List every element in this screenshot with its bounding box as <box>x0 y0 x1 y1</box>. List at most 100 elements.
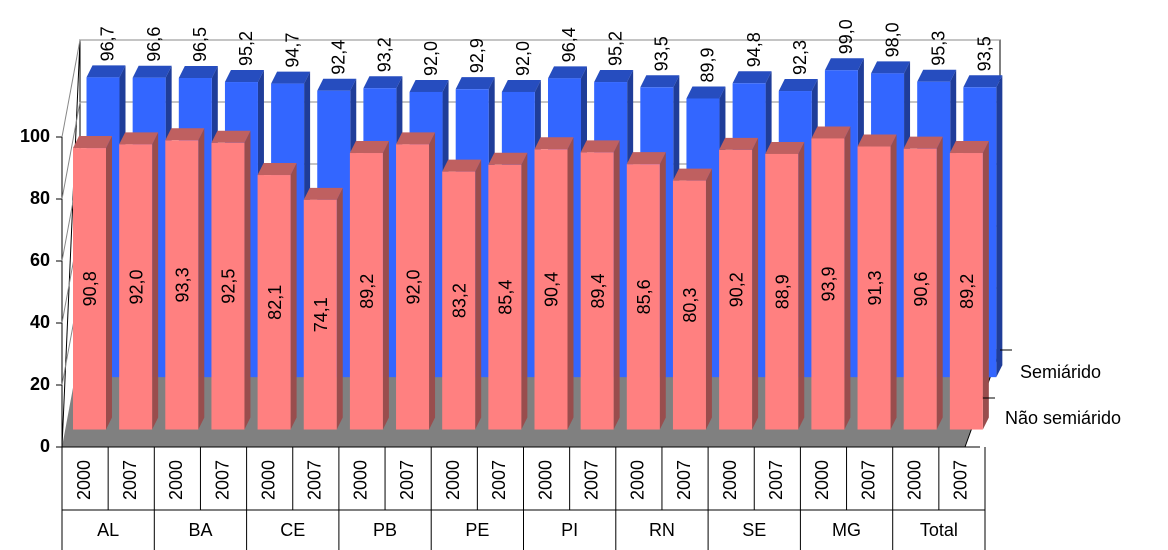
bar-top <box>732 71 772 84</box>
bar-side <box>613 140 620 430</box>
bar <box>903 148 937 430</box>
bar <box>349 153 383 430</box>
value-label: 93,9 <box>819 266 839 301</box>
value-label: 95,2 <box>236 31 256 66</box>
value-label: 94,8 <box>744 32 764 67</box>
bar-top <box>719 137 759 150</box>
value-label: 82,1 <box>265 285 285 320</box>
value-label: 93,2 <box>375 37 395 72</box>
bar-top <box>73 136 112 149</box>
value-label: 92,9 <box>467 38 487 73</box>
bar <box>719 149 753 430</box>
bar-top <box>626 152 666 165</box>
bar-top <box>963 75 1003 88</box>
bar-side <box>429 132 436 430</box>
bar-top <box>211 130 251 143</box>
bar <box>534 149 568 430</box>
bar-top <box>363 76 403 89</box>
value-label: 90,6 <box>911 272 931 307</box>
x-tick-label: 2007 <box>858 460 878 500</box>
x-tick-label: 2000 <box>535 460 555 500</box>
value-label: 92,0 <box>513 41 533 76</box>
bar-top <box>594 70 634 83</box>
group-label: AL <box>97 520 119 540</box>
group-label: PI <box>561 520 578 540</box>
bar-top <box>224 70 264 83</box>
bar-side <box>475 159 482 430</box>
bar-top <box>132 65 172 78</box>
group-label: RN <box>649 520 675 540</box>
x-tick-label: 2000 <box>628 460 648 500</box>
bar-top <box>349 141 389 154</box>
bar-side <box>106 136 112 430</box>
y-tick-label: 80 <box>30 188 50 208</box>
bar-top <box>409 79 449 92</box>
x-tick-label: 2000 <box>905 460 925 500</box>
y-tick-label: 40 <box>30 312 50 332</box>
bar-top <box>534 137 574 150</box>
value-label: 93,3 <box>173 267 193 302</box>
bar-top <box>488 152 528 165</box>
bar <box>580 152 614 430</box>
bar-side <box>752 137 759 430</box>
bar-top <box>811 126 851 139</box>
bar-side <box>936 136 943 430</box>
bar <box>488 164 522 430</box>
x-tick-label: 2007 <box>305 460 325 500</box>
value-label: 94,7 <box>282 33 302 68</box>
value-label: 92,5 <box>219 269 239 304</box>
bar <box>73 148 106 430</box>
bar-side <box>336 187 343 430</box>
bar-side <box>567 137 574 430</box>
legend-label: Semiárido <box>1020 362 1101 382</box>
bar-top <box>686 86 726 99</box>
value-label: 99,0 <box>836 19 856 54</box>
x-tick-label: 2000 <box>74 460 94 500</box>
bar-side <box>705 168 712 430</box>
value-label: 96,5 <box>190 27 210 62</box>
y-tick-label: 0 <box>40 436 50 456</box>
grid-line <box>61 101 81 200</box>
bar-side <box>659 152 666 430</box>
value-label: 90,4 <box>542 272 562 307</box>
bar <box>672 180 706 430</box>
bar-side <box>382 141 389 430</box>
bar-top <box>165 128 205 141</box>
x-tick-label: 2000 <box>258 460 278 500</box>
group-label: BA <box>188 520 212 540</box>
bar <box>165 140 199 430</box>
grid-line <box>61 39 81 138</box>
value-label: 98,0 <box>882 22 902 57</box>
bar-top <box>396 132 436 145</box>
bar-side <box>890 134 897 430</box>
y-tick-label: 100 <box>20 126 50 146</box>
bar <box>765 153 799 430</box>
value-label: 90,8 <box>80 271 100 306</box>
value-label: 85,6 <box>634 279 654 314</box>
bar-top <box>949 141 989 154</box>
x-tick-label: 2007 <box>120 460 140 500</box>
group-label: CE <box>280 520 305 540</box>
value-label: 90,2 <box>726 272 746 307</box>
bar <box>442 171 476 430</box>
value-label: 92,0 <box>126 269 146 304</box>
value-label: 89,2 <box>357 274 377 309</box>
value-label: 92,3 <box>790 40 810 75</box>
bar <box>257 175 291 430</box>
bar-side <box>844 126 851 430</box>
group-label: SE <box>742 520 766 540</box>
value-label: 85,4 <box>496 280 516 315</box>
x-tick-label: 2007 <box>581 460 601 500</box>
value-label: 95,2 <box>605 31 625 66</box>
value-label: 96,7 <box>98 26 118 61</box>
value-label: 88,9 <box>773 274 793 309</box>
bar <box>303 199 337 430</box>
bar-top <box>917 69 957 82</box>
value-label: 95,3 <box>928 31 948 66</box>
x-tick-label: 2000 <box>166 460 186 500</box>
x-tick-label: 2007 <box>397 460 417 500</box>
value-label: 89,9 <box>698 47 718 82</box>
side-edge <box>61 39 81 448</box>
bar-top <box>442 159 482 172</box>
